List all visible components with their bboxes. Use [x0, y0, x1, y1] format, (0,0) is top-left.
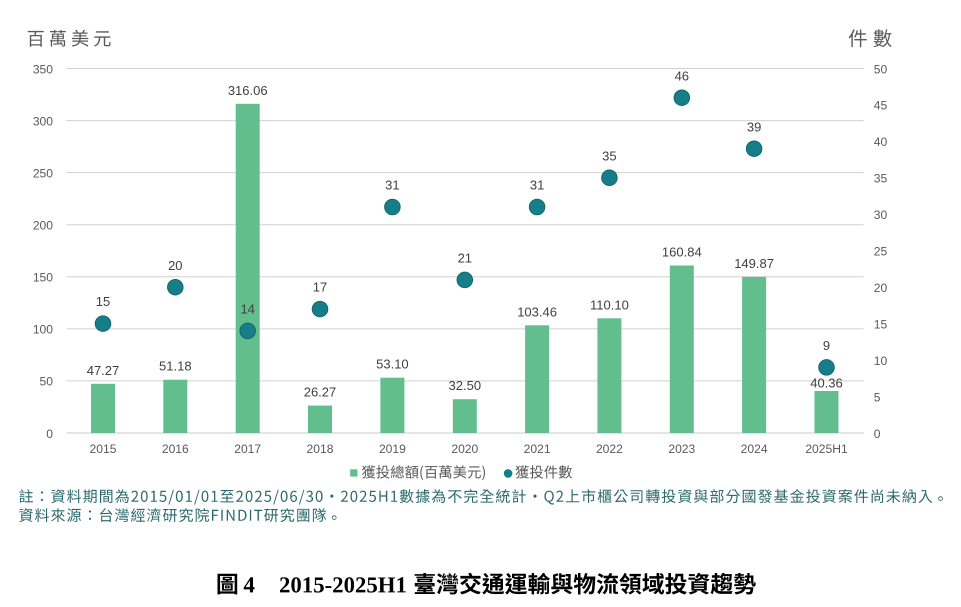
svg-text:2024: 2024 — [741, 442, 768, 456]
svg-text:35: 35 — [602, 148, 616, 163]
svg-text:15: 15 — [874, 317, 888, 331]
svg-text:47.27: 47.27 — [87, 363, 120, 378]
svg-text:160.84: 160.84 — [662, 245, 702, 260]
svg-text:45: 45 — [874, 99, 888, 113]
svg-text:2021: 2021 — [524, 442, 551, 456]
svg-text:35: 35 — [874, 172, 888, 186]
svg-text:150: 150 — [33, 271, 53, 285]
svg-text:103.46: 103.46 — [517, 304, 557, 319]
svg-text:50: 50 — [874, 62, 888, 76]
svg-text:0: 0 — [46, 427, 53, 441]
svg-text:2018: 2018 — [307, 442, 334, 456]
svg-text:46: 46 — [675, 68, 689, 83]
svg-text:100: 100 — [33, 323, 53, 337]
svg-text:50: 50 — [40, 375, 54, 389]
svg-text:10: 10 — [874, 354, 888, 368]
svg-text:2016: 2016 — [162, 442, 189, 456]
svg-text:32.50: 32.50 — [449, 378, 482, 393]
svg-text:21: 21 — [458, 251, 472, 266]
svg-text:350: 350 — [33, 62, 53, 76]
svg-text:2020: 2020 — [451, 442, 478, 456]
svg-text:15: 15 — [96, 294, 110, 309]
svg-text:9: 9 — [823, 338, 830, 353]
svg-text:2015: 2015 — [90, 442, 117, 456]
svg-text:200: 200 — [33, 219, 53, 233]
svg-text:110.10: 110.10 — [590, 297, 629, 312]
svg-text:31: 31 — [530, 178, 544, 193]
svg-text:2017: 2017 — [234, 442, 261, 456]
svg-text:2019: 2019 — [379, 442, 406, 456]
svg-text:300: 300 — [33, 114, 53, 128]
svg-text:51.18: 51.18 — [159, 359, 192, 374]
svg-text:25: 25 — [874, 245, 888, 259]
svg-text:316.06: 316.06 — [228, 83, 268, 98]
svg-text:2023: 2023 — [668, 442, 695, 456]
svg-text:20: 20 — [874, 281, 888, 295]
svg-text:20: 20 — [168, 258, 182, 273]
svg-text:30: 30 — [874, 208, 888, 222]
svg-text:39: 39 — [747, 119, 761, 134]
svg-text:31: 31 — [385, 178, 399, 193]
svg-text:26.27: 26.27 — [304, 385, 337, 400]
svg-text:40: 40 — [874, 135, 888, 149]
svg-text:53.10: 53.10 — [376, 357, 409, 372]
svg-text:2025H1: 2025H1 — [805, 442, 848, 456]
svg-text:14: 14 — [240, 302, 254, 317]
svg-text:17: 17 — [313, 280, 327, 295]
svg-text:0: 0 — [874, 427, 881, 441]
svg-text:250: 250 — [33, 166, 53, 180]
svg-text:2022: 2022 — [596, 442, 623, 456]
svg-text:40.36: 40.36 — [810, 375, 843, 390]
svg-text:5: 5 — [874, 390, 881, 404]
svg-text:149.87: 149.87 — [734, 256, 774, 271]
